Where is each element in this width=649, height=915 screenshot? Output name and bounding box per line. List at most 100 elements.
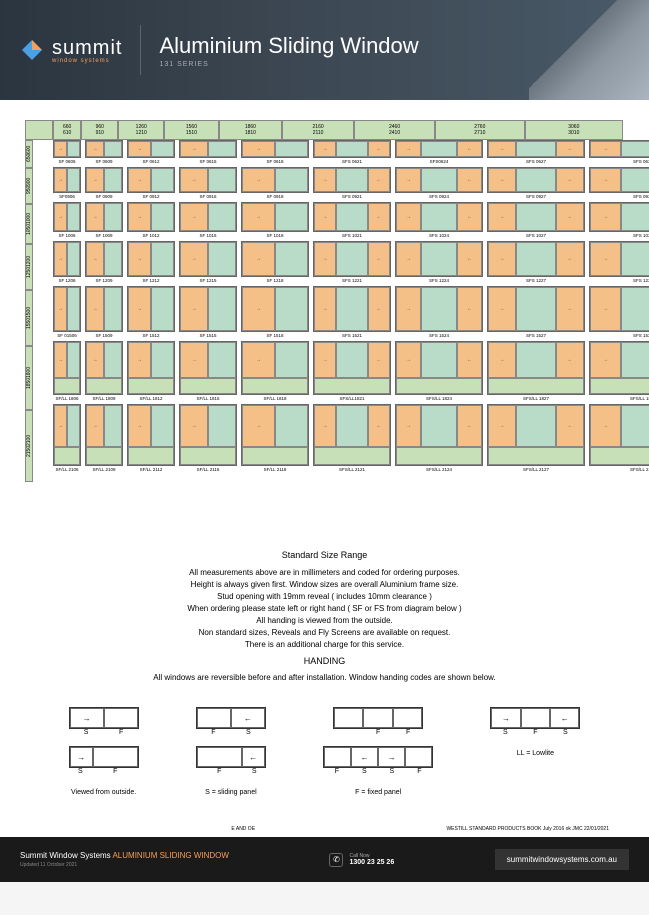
window-code: SFS 0921: [342, 194, 362, 199]
window-diagram: →←: [395, 241, 483, 277]
header-graphic: [529, 0, 649, 100]
header-divider: [140, 25, 141, 75]
col-header: 18601810: [219, 120, 282, 140]
window-code: SF 0909: [95, 194, 112, 199]
handing-ll-diagram: →←: [490, 707, 580, 729]
window-diagram: →: [241, 140, 309, 158]
handing-diagrams: → SF → SF Viewed from outside. ←: [40, 707, 609, 796]
window-cell: →←SFS 1021: [313, 202, 391, 238]
window-cell: →←SFS 1527: [487, 286, 585, 338]
window-code: SFS 1524: [429, 333, 449, 338]
window-cell: →SF 0618: [241, 140, 309, 164]
window-cell: →SF/LL 2115: [179, 404, 237, 472]
col-header: 30603010: [525, 120, 623, 140]
window-cell: →←SFS 1521: [313, 286, 391, 338]
window-diagram: →←: [589, 404, 649, 466]
col-header: 24602410: [354, 120, 435, 140]
window-cell: →←SFS 0627: [487, 140, 585, 164]
window-diagram: →: [179, 286, 237, 332]
window-diagram: →: [241, 241, 309, 277]
window-code: SFS0624: [430, 159, 449, 164]
column-headers: 6606109609101260121015601510186018102160…: [53, 120, 623, 140]
window-cell: →←SFS0624: [395, 140, 483, 164]
window-code: SFS 1027: [526, 233, 546, 238]
window-cell: →SF0906: [53, 167, 81, 199]
window-diagram: →: [85, 202, 123, 232]
window-diagram: →←: [313, 341, 391, 395]
window-diagram: →←: [395, 286, 483, 332]
window-diagram: →: [127, 404, 175, 466]
row-header: 21502100: [25, 410, 33, 482]
info-line: Height is always given first. Window siz…: [40, 579, 609, 591]
info-line: All measurements above are in millimeter…: [40, 567, 609, 579]
window-diagram: →←: [589, 140, 649, 158]
phone-icon: ✆: [329, 853, 343, 867]
window-diagram: →←: [395, 404, 483, 466]
window-cell: →SF 1518: [241, 286, 309, 338]
window-diagram: →: [179, 241, 237, 277]
window-code: SF0906: [59, 194, 75, 199]
window-diagram: →←: [395, 202, 483, 232]
window-cell: →SF 1218: [241, 241, 309, 283]
window-cell: →SF 0615: [179, 140, 237, 164]
window-code: SFS 1521: [342, 333, 362, 338]
window-cell: →SF 1012: [127, 202, 175, 238]
summit-logo-icon: [20, 38, 44, 62]
window-code: SF 0912: [142, 194, 159, 199]
handing-fs-diagram: ←: [196, 707, 266, 729]
window-cell: →←SFS 0621: [313, 140, 391, 164]
row-header: 10501000: [25, 204, 33, 244]
row-header: 18501800: [25, 346, 33, 410]
window-cell: →←SFS 1024: [395, 202, 483, 238]
window-cell: →SF/LL 1809: [85, 341, 123, 401]
window-code: SF 1218: [266, 278, 283, 283]
page-title: Aluminium Sliding Window: [159, 33, 418, 59]
window-code: SFS/LL1821: [339, 396, 364, 401]
row-header: 650600: [25, 140, 33, 168]
window-cell: →SF/LL 2118: [241, 404, 309, 472]
window-code: SF 01506: [57, 333, 77, 338]
window-diagram: →←: [313, 167, 391, 193]
window-cell: →←SFS/LL 2130: [589, 404, 649, 472]
document-page: summit window systems Aluminium Sliding …: [0, 0, 649, 882]
window-code: SFS 1530: [633, 333, 649, 338]
window-diagram: →←: [487, 286, 585, 332]
window-diagram: →: [85, 241, 123, 277]
window-code: SFS/LL 2124: [426, 467, 452, 472]
window-diagram: →: [179, 167, 237, 193]
brand-name: summit: [52, 37, 122, 59]
page-footer: Summit Window Systems ALUMINIUM SLIDING …: [0, 837, 649, 882]
window-cell: →SF 0918: [241, 167, 309, 199]
window-diagram: →←: [487, 167, 585, 193]
window-diagram: →: [241, 202, 309, 232]
window-code: SF/LL 1812: [139, 396, 162, 401]
window-diagram: →←: [395, 140, 483, 158]
window-cell: →SF 0915: [179, 167, 237, 199]
window-code: SFS 0927: [526, 194, 546, 199]
window-code: SFS 1030: [633, 233, 649, 238]
info-line: When ordering please state left or right…: [40, 603, 609, 615]
handing-sf-diagram: →: [69, 707, 139, 729]
window-diagram: →: [85, 404, 123, 466]
series-label: 131 SERIES: [159, 61, 418, 68]
ll-legend: LL = Lowlite: [517, 750, 554, 757]
row-header: 12501200: [25, 244, 33, 290]
window-code: SF 0618: [266, 159, 283, 164]
window-diagram: →: [241, 341, 309, 395]
window-cell: →←SFS/LL1821: [313, 341, 391, 401]
window-code: SFS 1024: [429, 233, 449, 238]
info-heading: Standard Size Range: [40, 549, 609, 563]
window-diagram: →←: [589, 341, 649, 395]
window-code: SF 0606: [58, 159, 75, 164]
window-diagram: →←: [487, 202, 585, 232]
window-diagram: →←: [487, 341, 585, 395]
window-code: SFS 0630: [633, 159, 649, 164]
col-header: 660610: [53, 120, 81, 140]
window-diagram: →: [85, 286, 123, 332]
col-header: 27602710: [435, 120, 525, 140]
window-diagram: →: [241, 286, 309, 332]
handing-sfs-diagram: [333, 707, 423, 729]
window-diagram: →: [179, 404, 237, 466]
window-code: SFS 1527: [526, 333, 546, 338]
window-code: SFS 1227: [526, 278, 546, 283]
